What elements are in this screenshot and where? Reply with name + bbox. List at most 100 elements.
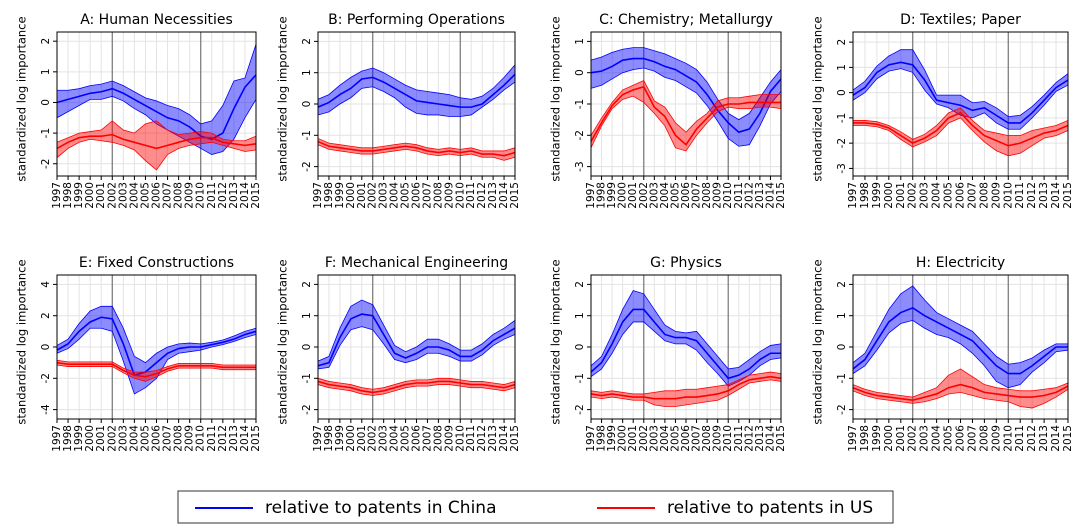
- series-line: [317, 380, 516, 394]
- y-tick-label: -1: [301, 130, 313, 140]
- x-tick-label: 2000: [84, 425, 96, 452]
- x-tick-label: 2004: [128, 182, 140, 209]
- x-tick-label: 2001: [627, 182, 639, 209]
- x-tick-label: 2008: [432, 425, 444, 452]
- x-tick-label: 2014: [1050, 182, 1062, 209]
- x-tick-label: 2008: [978, 182, 990, 209]
- series-line: [590, 85, 781, 146]
- y-tick-label: 4: [40, 281, 52, 288]
- x-tick-label: 2014: [239, 425, 251, 452]
- x-tick-label: 2000: [883, 182, 895, 209]
- y-tick-label: -2: [574, 404, 586, 414]
- x-tick-label: 2007: [966, 425, 978, 452]
- x-tick-label: 2002: [907, 182, 919, 209]
- x-tick-label: 1997: [847, 425, 859, 452]
- x-tick-label: 2015: [1062, 425, 1073, 452]
- x-tick-label: 2010: [195, 182, 207, 209]
- x-tick-label: 2003: [648, 425, 660, 452]
- x-tick-label: 2004: [389, 182, 401, 209]
- y-tick-label: 1: [301, 69, 313, 76]
- x-tick-label: 2000: [617, 425, 629, 452]
- x-tick-label: 2007: [421, 425, 433, 452]
- x-tick-label: 1997: [585, 425, 597, 452]
- x-tick-label: 2002: [367, 425, 379, 452]
- x-tick-label: 2005: [669, 425, 681, 452]
- x-tick-label: 2010: [1002, 425, 1014, 452]
- y-tick-label: -2: [836, 404, 848, 414]
- x-tick-label: 2015: [775, 425, 787, 452]
- x-tick-label: 2010: [454, 425, 466, 452]
- y-tick-label: 0: [40, 99, 52, 106]
- series-line: [852, 306, 1068, 375]
- legend-box: [177, 490, 894, 524]
- x-tick-label: 1997: [847, 182, 859, 209]
- x-tick-label: 2011: [733, 182, 745, 209]
- x-tick-label: 2009: [712, 182, 724, 209]
- x-tick-label: 2010: [722, 425, 734, 452]
- x-tick-label: 2012: [476, 425, 488, 452]
- x-tick-label: 2006: [680, 425, 692, 452]
- x-tick-label: 2006: [955, 425, 967, 452]
- x-tick-label: 2008: [701, 182, 713, 209]
- x-tick-label: 1999: [334, 182, 346, 209]
- x-tick-label: 1998: [596, 425, 608, 452]
- x-tick-label: 2010: [454, 182, 466, 209]
- y-tick-label: -4: [40, 404, 52, 415]
- x-tick-label: 2011: [206, 182, 218, 209]
- y-tick-label: 0: [836, 344, 848, 351]
- x-tick-label: 2014: [1050, 425, 1062, 452]
- series-line: [317, 73, 516, 108]
- x-tick-label: 2010: [1002, 182, 1014, 209]
- y-axis-label: standardized log importance: [276, 16, 290, 181]
- x-tick-label: 2014: [498, 425, 510, 452]
- x-tick-label: 2011: [1014, 425, 1026, 452]
- chart-title: B: Performing Operations: [328, 12, 505, 28]
- x-tick-label: 2006: [680, 182, 692, 209]
- series-line: [590, 375, 782, 400]
- series-line: [317, 313, 516, 367]
- x-tick-label: 1998: [859, 182, 871, 209]
- y-axis-label: standardized log importance: [811, 16, 825, 181]
- chart-title: C: Chemistry; Metallurgy: [599, 12, 773, 28]
- legend-label: relative to patents in US: [667, 498, 873, 518]
- x-tick-label: 2006: [151, 182, 163, 209]
- x-tick-label: 2015: [250, 425, 262, 452]
- series-line: [56, 361, 256, 378]
- x-tick-label: 2013: [754, 182, 766, 209]
- x-tick-label: 2000: [345, 182, 357, 209]
- x-tick-label: 2013: [1038, 182, 1050, 209]
- x-tick-label: 2004: [659, 182, 671, 209]
- x-tick-label: 2001: [895, 182, 907, 209]
- y-tick-label: -2: [301, 404, 313, 414]
- x-tick-label: 2004: [659, 425, 671, 452]
- y-tick-label: -3: [836, 163, 848, 173]
- y-tick-label: 1: [836, 312, 848, 319]
- plot-frame: [590, 274, 782, 420]
- y-tick-label: 1: [40, 68, 52, 75]
- y-tick-label: -2: [40, 373, 52, 383]
- x-tick-label: 2003: [378, 425, 390, 452]
- x-tick-label: 2004: [931, 425, 943, 452]
- x-tick-label: 2012: [1026, 425, 1038, 452]
- y-tick-label: 2: [574, 281, 586, 288]
- x-tick-label: 1997: [51, 182, 63, 209]
- x-tick-label: 2003: [117, 425, 129, 452]
- x-tick-label: 2006: [151, 425, 163, 452]
- x-tick-label: 2007: [162, 182, 174, 209]
- y-tick-label: 1: [574, 38, 586, 45]
- x-tick-label: 2012: [217, 425, 229, 452]
- x-tick-label: 1999: [73, 182, 85, 209]
- x-tick-label: 2005: [400, 425, 412, 452]
- x-tick-label: 2000: [617, 182, 629, 209]
- x-tick-label: 2004: [389, 425, 401, 452]
- x-tick-label: 2003: [919, 182, 931, 209]
- x-tick-label: 2015: [509, 182, 521, 209]
- x-tick-label: 2001: [95, 425, 107, 452]
- y-tick-label: 0: [574, 344, 586, 351]
- series-line: [852, 61, 1069, 124]
- x-tick-label: 2004: [128, 425, 140, 452]
- series-line: [56, 74, 257, 141]
- x-tick-label: 2007: [691, 425, 703, 452]
- x-tick-label: 2008: [432, 182, 444, 209]
